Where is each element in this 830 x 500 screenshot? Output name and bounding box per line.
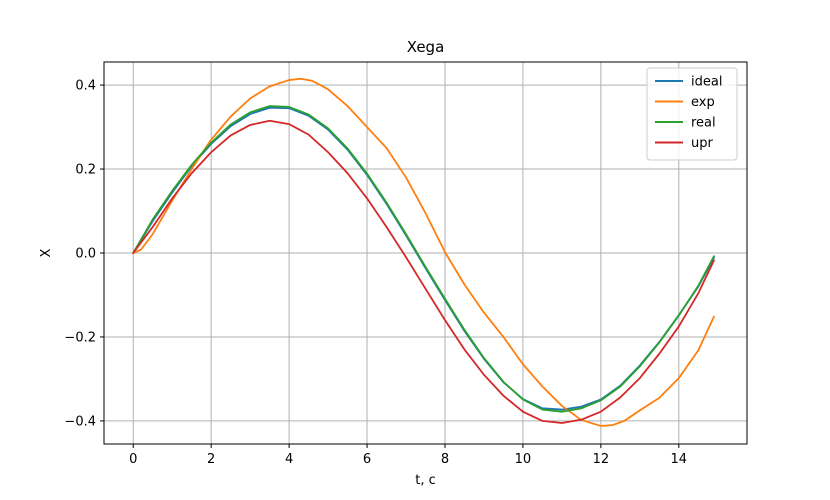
y-tick-label: 0.0 [75, 247, 96, 262]
y-tick-label: 0.2 [75, 163, 96, 178]
y-axis-label: X [39, 248, 54, 257]
y-tick-label: 0.4 [75, 79, 96, 94]
x-tick-label: 2 [207, 452, 215, 467]
legend: ideal exp real upr [646, 67, 738, 161]
x-tick-label: 8 [441, 452, 449, 467]
series-layer [131, 77, 716, 427]
legend-label-upr: upr [691, 136, 713, 151]
x-tick-label: 4 [285, 452, 293, 467]
series-line-exp [132, 77, 716, 427]
chart-title: Xega [407, 38, 445, 56]
legend-label-real: real [691, 116, 716, 131]
x-axis-label: t, c [415, 473, 436, 488]
series-line-upr [131, 119, 716, 424]
x-tick-label: 6 [363, 452, 371, 467]
legend-label-ideal: ideal [691, 75, 722, 90]
series-line-real [131, 105, 716, 413]
x-axis: 0 2 4 6 8 10 12 14 [129, 444, 687, 467]
x-tick-label: 10 [515, 452, 532, 467]
x-tick-label: 0 [129, 452, 137, 467]
legend-label-exp: exp [691, 95, 715, 110]
y-axis: −0.4 −0.2 0.0 0.2 0.4 [64, 79, 104, 429]
y-tick-label: −0.2 [64, 330, 96, 345]
legend-box [646, 67, 738, 161]
x-tick-label: 14 [671, 452, 688, 467]
y-tick-label: −0.4 [64, 414, 96, 429]
x-tick-label: 12 [593, 452, 610, 467]
